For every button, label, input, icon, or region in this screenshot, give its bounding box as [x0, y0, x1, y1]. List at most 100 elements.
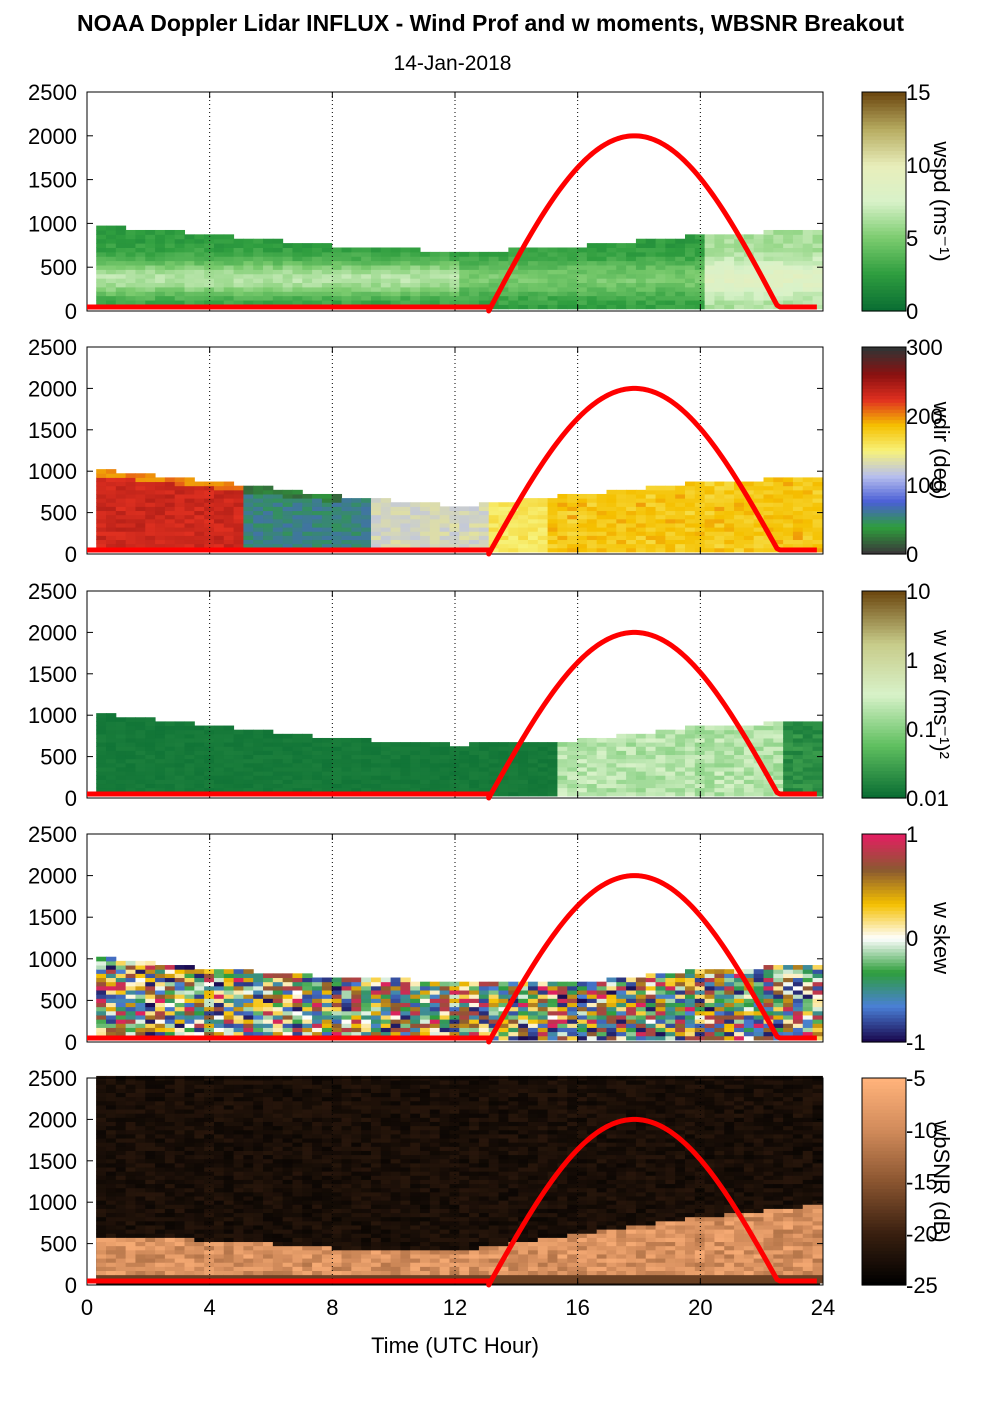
heatmap-cell — [233, 269, 244, 275]
heatmap-cell — [596, 510, 607, 516]
heatmap-cell — [704, 295, 715, 301]
heatmap-cell — [420, 265, 431, 270]
heatmap-cell — [213, 514, 225, 520]
heatmap-cell — [174, 1014, 186, 1020]
heatmap-cell — [429, 985, 441, 991]
heatmap-cell — [567, 775, 578, 780]
heatmap-cell — [518, 265, 529, 270]
heatmap-cell — [106, 754, 117, 760]
heatmap-cell — [802, 758, 814, 764]
heatmap-cell — [292, 489, 303, 495]
heatmap-cell — [478, 1014, 490, 1020]
heatmap-cell — [488, 990, 500, 995]
heatmap-cell — [724, 771, 735, 776]
heatmap-cell — [802, 783, 814, 789]
heatmap-cell — [263, 531, 274, 536]
heatmap-cell — [380, 1006, 392, 1012]
heatmap-cell — [802, 985, 814, 991]
heatmap-cell — [194, 1006, 205, 1012]
heatmap-cell — [321, 775, 333, 780]
heatmap-cell — [292, 506, 303, 512]
heatmap-cell — [675, 754, 686, 760]
heatmap-cell — [194, 286, 205, 292]
heatmap-cell — [184, 256, 195, 262]
heatmap-cell — [783, 779, 794, 785]
heatmap-cell — [665, 779, 676, 785]
heatmap-cell — [596, 791, 607, 797]
heatmap-cell — [714, 729, 725, 735]
heatmap-cell — [763, 1002, 774, 1008]
heatmap-cell — [115, 481, 127, 487]
heatmap-cell — [469, 278, 480, 284]
heatmap-cell — [145, 514, 156, 520]
heatmap-cell — [174, 485, 186, 491]
heatmap-cell — [685, 527, 696, 532]
heatmap-cell — [361, 273, 372, 279]
heatmap-cell — [665, 522, 676, 528]
heatmap-cell — [557, 985, 568, 991]
heatmap-cell — [763, 729, 774, 735]
heatmap-cell — [645, 291, 657, 297]
heatmap-cell — [263, 750, 274, 756]
heatmap-cell — [174, 771, 186, 776]
heatmap-cell — [135, 286, 146, 292]
heatmap-cell — [635, 990, 647, 995]
heatmap-cell — [243, 998, 254, 1003]
heatmap-cell — [586, 518, 598, 524]
heatmap-cell — [282, 1023, 293, 1028]
heatmap-cell — [263, 489, 274, 495]
heatmap-cell — [606, 547, 617, 553]
heatmap-cell — [213, 758, 225, 764]
heatmap-cell — [645, 1023, 657, 1028]
heatmap-cell — [792, 543, 804, 549]
y-tick-label: 2500 — [28, 579, 77, 604]
heatmap-cell — [626, 300, 637, 305]
heatmap-cell — [518, 527, 529, 532]
heatmap-cell — [96, 273, 107, 279]
heatmap-cell — [351, 981, 362, 987]
heatmap-cell — [459, 527, 470, 532]
heatmap-cell — [694, 742, 706, 747]
heatmap-cell — [213, 300, 225, 305]
heatmap-cell — [635, 527, 647, 532]
heatmap-cell — [96, 282, 107, 288]
heatmap-cell — [145, 251, 156, 257]
colorbar-segment — [862, 422, 906, 427]
heatmap-cell — [321, 251, 333, 257]
heatmap-cell — [233, 977, 244, 983]
heatmap-cell — [508, 787, 519, 793]
heatmap-cell — [518, 1014, 529, 1020]
heatmap-cell — [596, 1014, 607, 1020]
heatmap-cell — [626, 1035, 637, 1041]
heatmap-cell — [488, 791, 500, 797]
heatmap-cell — [96, 1023, 107, 1028]
colorbar-segment — [862, 274, 906, 279]
heatmap-cell — [478, 1010, 490, 1016]
heatmap-cell — [734, 787, 745, 793]
heatmap-cell — [263, 779, 274, 785]
heatmap-cell — [174, 973, 186, 979]
heatmap-cell — [410, 1010, 421, 1016]
heatmap-cell — [106, 956, 117, 962]
heatmap-cell — [194, 754, 205, 760]
heatmap-cell — [243, 502, 254, 507]
heatmap-cell — [459, 985, 470, 991]
heatmap-cell — [714, 969, 725, 974]
colorbar-segment — [862, 398, 906, 403]
heatmap-cell — [685, 1023, 696, 1028]
heatmap-cell — [155, 742, 166, 747]
heatmap-cell — [164, 729, 176, 735]
heatmap-cell — [194, 969, 205, 974]
heatmap-cell — [410, 518, 421, 524]
heatmap-cell — [665, 498, 676, 503]
heatmap-cell — [714, 1035, 725, 1041]
heatmap-cell — [420, 762, 431, 768]
colorbar-segment — [862, 1024, 906, 1029]
heatmap-cell — [763, 243, 774, 248]
heatmap-cell — [812, 489, 823, 495]
heatmap-cell — [429, 998, 441, 1003]
heatmap-cell — [537, 247, 549, 253]
heatmap-cell — [282, 1014, 293, 1020]
heatmap-cell — [753, 498, 765, 503]
heatmap-cell — [194, 977, 205, 983]
